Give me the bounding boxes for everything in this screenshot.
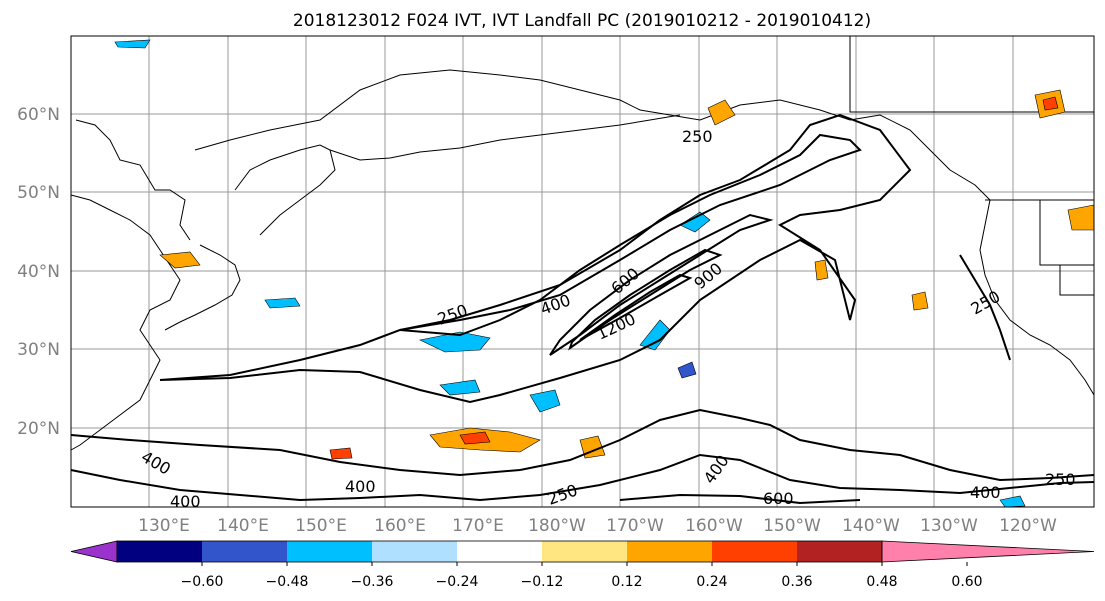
lat-tick-label: 50°N [17,183,60,203]
colorbar-tick-label: 0.24 [696,574,727,590]
colorbar-tick-label: 0.36 [781,574,812,590]
lon-tick-label: 150°E [295,516,347,536]
lon-tick-label: 180°W [528,516,586,536]
negative-pc-blob [114,39,151,49]
contour-labels: 250 400 600 900 1200 250 250 400 400 400… [138,127,1076,511]
positive-pc-blob [459,431,491,445]
kamchatka-coast [234,144,336,236]
contour-250 [159,113,912,404]
lon-tick-label: 170°E [452,516,504,536]
colorbar-extend-high [881,540,1095,563]
lat-tick-label: 60°N [17,105,60,125]
lon-tick-label: 170°W [606,516,664,536]
lon-tick-label: 160°E [374,516,426,536]
contour-1200 [579,273,693,341]
positive-pc-blob [814,259,829,281]
negative-pc-blob [264,297,301,309]
colorbar-segment [202,541,287,562]
colorbar-tick-label: 0.12 [611,574,642,590]
colorbar-tick-label: 0.60 [951,574,982,590]
contour-400 [399,133,862,337]
us-state-borders [849,36,1094,296]
colorbar-segment [542,541,627,562]
east-asia-coast [70,194,181,451]
lon-tick-label: 130°E [138,516,190,536]
map-panel: 250 400 600 900 1200 250 250 400 400 400… [70,35,1095,511]
lat-tick-label: 20°N [17,419,60,439]
colorbar-segment [287,541,372,562]
longitude-labels: 130°E 140°E 150°E 160°E 170°E 180°W 170°W 160°W… [138,516,1057,536]
colorbar-tick-label: −0.12 [521,574,564,590]
map-frame [70,35,1095,508]
positive-pc-blob [707,99,736,126]
lon-tick-label: 130°W [920,516,978,536]
contour-label: 250 [1045,470,1076,489]
negative-pc-blob [529,389,561,413]
lon-tick-label: 140°W [842,516,900,536]
negative-pc-blob [677,361,697,379]
colorbar-segment [627,541,712,562]
lon-tick-label: 140°E [217,516,269,536]
ivt-contours [70,113,1095,505]
contour-900 [568,248,723,351]
positive-pc-blob [1042,96,1059,111]
colorbar-tick-label: 0.48 [866,574,897,590]
colorbar-segment [712,541,797,562]
map-title: 2018123012 F024 IVT, IVT Landfall PC (20… [293,11,871,31]
contour-600 [549,213,774,356]
contour-label: 400 [170,492,201,511]
lat-tick-label: 30°N [17,340,60,360]
north-america-coast [979,199,1095,396]
positive-pc-blob [159,251,201,269]
lat-tick-label: 40°N [17,262,60,282]
lon-tick-label: 160°W [685,516,743,536]
japan-islands [164,244,241,331]
contour-250-south [70,453,1095,502]
colorbar-segment [797,541,882,562]
positive-pc-blob [329,447,353,460]
colorbar-segment [117,541,202,562]
colorbar-tick-label: −0.36 [351,574,394,590]
lon-tick-label: 150°W [763,516,821,536]
aleutian-chain [329,114,681,161]
lon-tick-label: 120°W [999,516,1057,536]
colorbar-segment [372,541,457,562]
colorbar-extend-low [70,540,118,563]
negative-pc-blob [439,379,481,396]
colorbar-frame [116,540,883,563]
negative-pc-blob [999,495,1026,508]
colorbar-tick-label: −0.60 [181,574,224,590]
alaska-coast [75,69,991,241]
positive-pc-blob [911,291,929,311]
colorbar-tick-label: −0.24 [436,574,479,590]
contour-400-south [70,408,1095,482]
contour-250-east [959,254,1011,361]
contour-label: 600 [763,489,794,508]
colorbar-tick-label: −0.48 [266,574,309,590]
colorbar-segment [457,541,542,562]
contour-label: 400 [970,483,1001,502]
negative-pc-blob [679,211,711,233]
contour-label: 400 [345,477,376,496]
colorbar: −0.60 −0.48 −0.36 −0.24 −0.12 0.12 0.24 0.36 0.4… [70,540,1095,590]
coastlines [70,36,1095,451]
negative-pc-blob [419,331,491,353]
ivt-pc-shading [114,39,1095,508]
contour-600-south [619,493,861,505]
contour-label: 250 [682,127,713,146]
latitude-labels: 60°N 50°N 40°N 30°N 20°N [17,105,60,439]
